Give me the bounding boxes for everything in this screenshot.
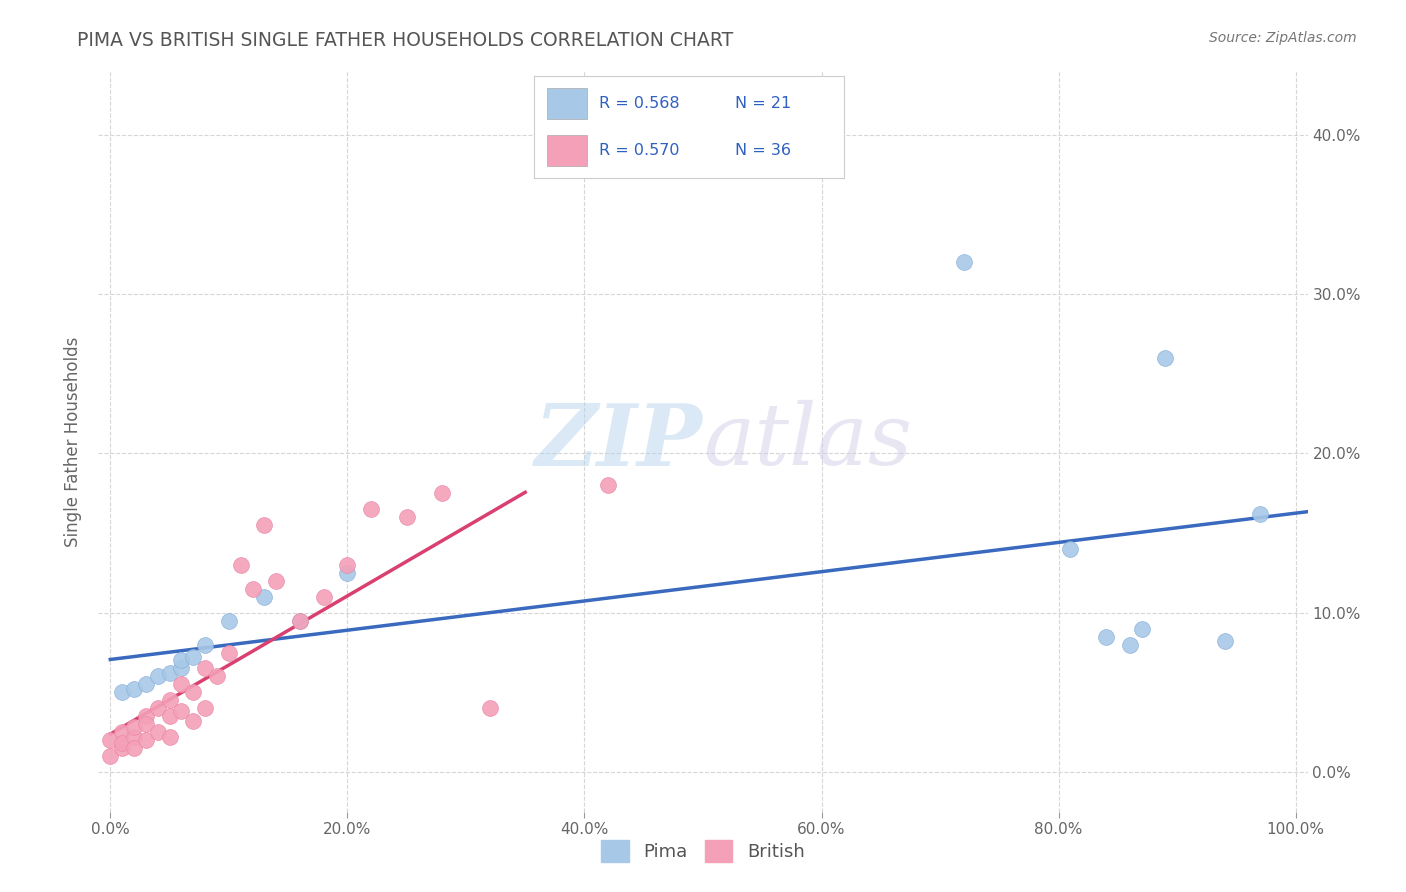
Point — [146, 701, 169, 715]
Point — [170, 653, 193, 667]
Point — [336, 558, 359, 572]
Point — [111, 685, 134, 699]
Text: atlas: atlas — [703, 401, 912, 483]
FancyBboxPatch shape — [547, 88, 586, 119]
Point — [170, 705, 193, 719]
Point — [181, 714, 204, 728]
Point — [253, 518, 276, 533]
Point — [170, 677, 193, 691]
Legend: Pima, British: Pima, British — [595, 833, 811, 870]
Point — [181, 685, 204, 699]
Point — [218, 646, 240, 660]
Point — [229, 558, 252, 572]
Text: PIMA VS BRITISH SINGLE FATHER HOUSEHOLDS CORRELATION CHART: PIMA VS BRITISH SINGLE FATHER HOUSEHOLDS… — [77, 31, 734, 50]
Text: Source: ZipAtlas.com: Source: ZipAtlas.com — [1209, 31, 1357, 45]
Point — [135, 733, 157, 747]
Point — [336, 566, 359, 580]
Y-axis label: Single Father Households: Single Father Households — [65, 336, 83, 547]
Point — [98, 733, 121, 747]
Point — [1249, 507, 1271, 521]
Point — [242, 582, 264, 596]
Point — [111, 741, 134, 756]
Point — [146, 725, 169, 739]
Point — [1154, 351, 1177, 365]
Point — [194, 661, 217, 675]
Point — [98, 749, 121, 764]
Point — [478, 701, 501, 715]
Point — [135, 709, 157, 723]
Text: R = 0.570: R = 0.570 — [599, 144, 679, 158]
Point — [1059, 541, 1081, 556]
Point — [111, 736, 134, 750]
Point — [122, 730, 145, 744]
Point — [146, 669, 169, 683]
Point — [122, 720, 145, 734]
Point — [288, 614, 311, 628]
Point — [432, 486, 454, 500]
Point — [111, 725, 134, 739]
Point — [288, 614, 311, 628]
Point — [159, 693, 181, 707]
Point — [395, 510, 418, 524]
Text: ZIP: ZIP — [536, 400, 703, 483]
Text: N = 36: N = 36 — [735, 144, 792, 158]
Point — [1119, 638, 1142, 652]
Point — [218, 614, 240, 628]
Point — [205, 669, 228, 683]
Point — [135, 677, 157, 691]
Point — [1130, 622, 1153, 636]
Point — [598, 478, 620, 492]
Point — [122, 741, 145, 756]
Point — [264, 574, 287, 588]
Point — [122, 682, 145, 697]
FancyBboxPatch shape — [547, 136, 586, 166]
Point — [194, 638, 217, 652]
Point — [194, 701, 217, 715]
Text: R = 0.568: R = 0.568 — [599, 96, 681, 111]
Point — [135, 717, 157, 731]
Point — [170, 661, 193, 675]
Point — [1095, 630, 1118, 644]
Text: N = 21: N = 21 — [735, 96, 792, 111]
Point — [181, 650, 204, 665]
Point — [952, 255, 974, 269]
Point — [360, 502, 382, 516]
Point — [159, 709, 181, 723]
Point — [253, 590, 276, 604]
Point — [312, 590, 335, 604]
Point — [159, 666, 181, 681]
Point — [159, 730, 181, 744]
Point — [1213, 634, 1236, 648]
